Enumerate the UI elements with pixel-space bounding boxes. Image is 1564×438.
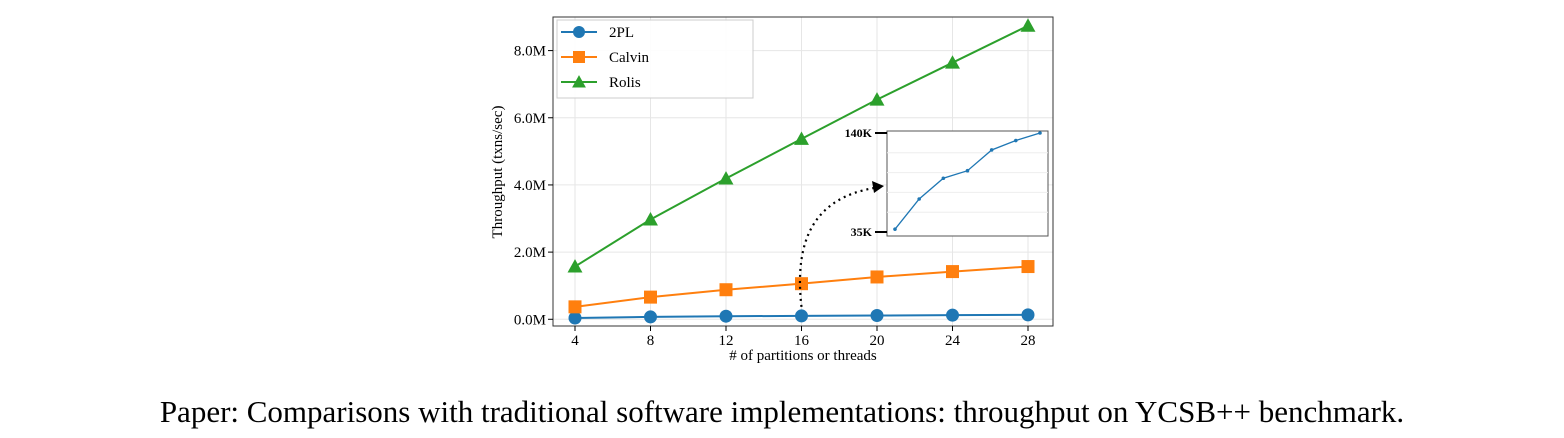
inset-pointer-arrow (798, 186, 875, 308)
x-tick-label: 28 (1021, 333, 1036, 349)
data-point (644, 310, 657, 324)
legend-marker (572, 75, 586, 88)
y-tick-label: 4.0M (514, 178, 546, 194)
data-point (870, 270, 884, 284)
inset-data-point (917, 197, 921, 201)
y-tick-label: 8.0M (514, 44, 546, 60)
inset-frame (886, 130, 1049, 237)
data-point (568, 311, 582, 325)
inset-data-point (893, 227, 897, 231)
figure-caption: Paper: Comparisons with traditional soft… (159, 394, 1405, 429)
legend: 2PL Calvin Rolis (556, 19, 754, 99)
x-tick-label: 20 (870, 333, 885, 349)
x-tick-label: 8 (647, 333, 655, 349)
data-point (946, 265, 959, 279)
data-point (946, 308, 959, 322)
x-axis-title: # of partitions or threads (729, 348, 877, 364)
series-calvin (568, 260, 1035, 314)
y-axis: 0.0M 2.0M 4.0M 6.0M 8.0M (514, 44, 553, 328)
x-tick-label: 16 (794, 333, 810, 349)
series-layer (567, 18, 1036, 325)
inset-y-tick-label: 140K (845, 126, 873, 140)
data-point (795, 277, 808, 291)
plot-frame (552, 16, 1054, 327)
inset-data-point (1014, 138, 1018, 143)
inset-y-tick-label: 35K (851, 225, 873, 239)
data-point (719, 309, 733, 323)
data-point (719, 283, 733, 297)
y-axis-title: Throughput (txns/sec) (490, 106, 506, 239)
y-tick-label: 0.0M (514, 312, 546, 328)
data-point (1021, 308, 1035, 322)
x-tick-label: 12 (719, 333, 734, 349)
inset-data-point (965, 168, 970, 173)
data-point (870, 309, 884, 323)
data-point (718, 171, 734, 185)
inset-chart: 35K 140K (845, 126, 1049, 239)
data-point (795, 309, 808, 323)
data-point (644, 290, 657, 304)
data-point (568, 300, 582, 314)
legend-label: 2PL (609, 25, 634, 41)
data-point (794, 131, 809, 145)
legend-label: Calvin (609, 50, 649, 66)
legend-marker (573, 51, 585, 63)
y-tick-label: 2.0M (514, 245, 546, 261)
data-point (869, 92, 885, 106)
data-point (643, 212, 658, 226)
inset-data-point (941, 176, 946, 181)
x-axis: 4 8 12 16 20 24 28 (571, 326, 1036, 349)
x-tick-label: 4 (571, 333, 579, 349)
chart: 4 8 12 16 20 24 28 0.0M 2.0M 4.0M 6.0M 8.0M # of p… (490, 16, 1054, 364)
legend-marker (573, 26, 585, 38)
series-rolis (567, 18, 1036, 273)
series-2pl (568, 308, 1035, 325)
legend-label: Rolis (609, 75, 641, 91)
x-tick-label: 24 (945, 333, 961, 349)
inset-data-point (1038, 131, 1042, 135)
inset-data-point (989, 148, 994, 152)
data-point (1021, 260, 1035, 274)
inset-pointer-arrowhead (872, 181, 884, 193)
data-point (567, 259, 583, 273)
y-tick-label: 6.0M (514, 111, 546, 127)
data-point (945, 55, 960, 69)
data-point (1020, 18, 1036, 32)
